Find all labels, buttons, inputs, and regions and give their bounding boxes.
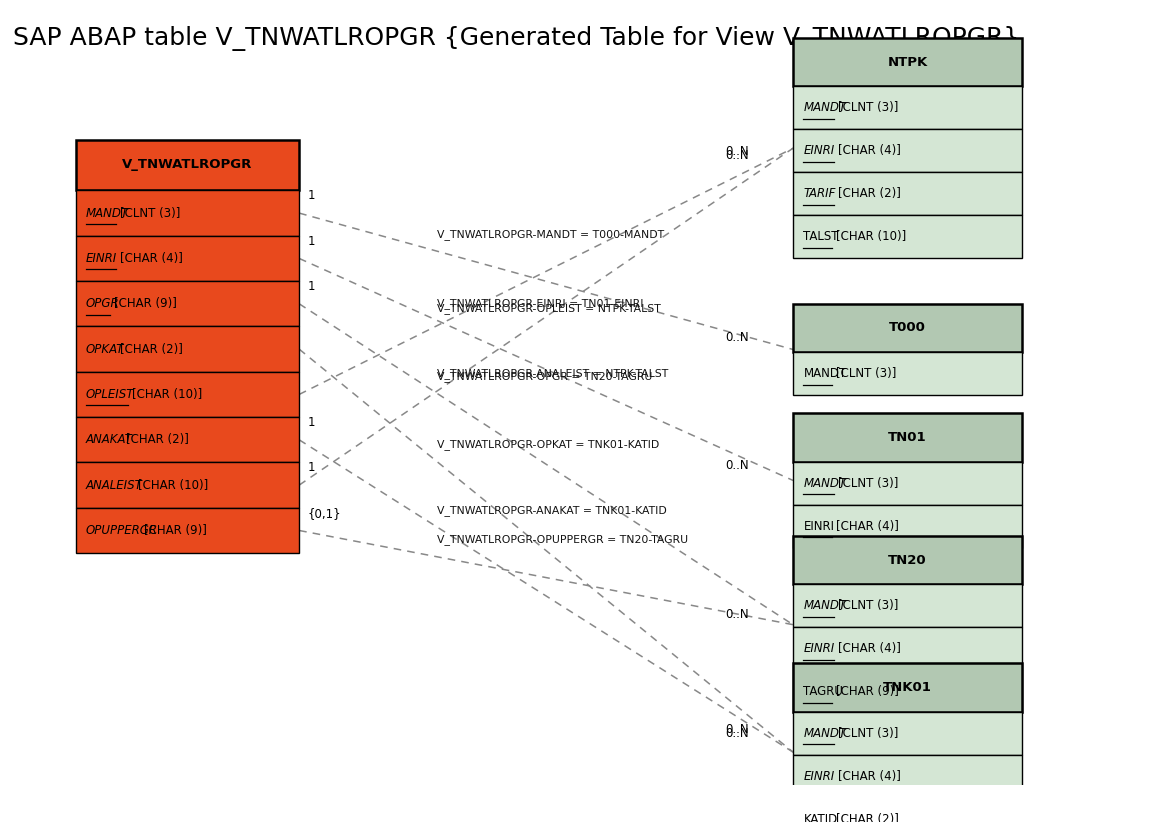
Text: TALST: TALST xyxy=(803,230,839,243)
FancyBboxPatch shape xyxy=(793,173,1022,215)
FancyBboxPatch shape xyxy=(793,671,1022,713)
FancyBboxPatch shape xyxy=(75,508,300,553)
Text: ANALEIST: ANALEIST xyxy=(86,478,143,492)
Text: MANDT: MANDT xyxy=(803,367,846,381)
Text: [CHAR (2)]: [CHAR (2)] xyxy=(838,187,901,201)
FancyBboxPatch shape xyxy=(793,798,1022,822)
Text: [CLNT (3)]: [CLNT (3)] xyxy=(121,206,181,219)
Text: 1: 1 xyxy=(308,280,315,293)
Text: V_TNWATLROPGR-ANALEIST = NTPK-TALST: V_TNWATLROPGR-ANALEIST = NTPK-TALST xyxy=(438,368,669,379)
Text: MANDT: MANDT xyxy=(803,101,846,114)
Text: [CHAR (10)]: [CHAR (10)] xyxy=(132,388,202,401)
FancyBboxPatch shape xyxy=(75,372,300,417)
Text: SAP ABAP table V_TNWATLROPGR {Generated Table for View V_TNWATLROPGR}: SAP ABAP table V_TNWATLROPGR {Generated … xyxy=(13,26,1019,51)
Text: TN20: TN20 xyxy=(888,554,926,566)
Text: T000: T000 xyxy=(889,321,925,335)
Text: [CLNT (3)]: [CLNT (3)] xyxy=(838,101,899,114)
Text: 1: 1 xyxy=(308,189,315,202)
Text: TARIF: TARIF xyxy=(803,187,836,201)
FancyBboxPatch shape xyxy=(793,462,1022,505)
FancyBboxPatch shape xyxy=(75,281,300,326)
Text: V_TNWATLROPGR-OPUPPERGR = TN20-TAGRU: V_TNWATLROPGR-OPUPPERGR = TN20-TAGRU xyxy=(438,534,688,545)
Text: OPLEIST: OPLEIST xyxy=(86,388,135,401)
Text: EINRI: EINRI xyxy=(803,770,835,783)
FancyBboxPatch shape xyxy=(793,755,1022,798)
FancyBboxPatch shape xyxy=(75,236,300,281)
FancyBboxPatch shape xyxy=(793,353,1022,395)
Text: [CHAR (4)]: [CHAR (4)] xyxy=(838,770,901,783)
FancyBboxPatch shape xyxy=(75,417,300,463)
Text: 0..N: 0..N xyxy=(726,149,749,162)
Text: [CHAR (9)]: [CHAR (9)] xyxy=(836,686,899,699)
Text: 0..N: 0..N xyxy=(726,145,749,159)
FancyBboxPatch shape xyxy=(793,129,1022,173)
FancyBboxPatch shape xyxy=(793,215,1022,258)
Text: [CHAR (4)]: [CHAR (4)] xyxy=(836,520,899,533)
Text: V_TNWATLROPGR-OPLEIST = NTPK-TALST: V_TNWATLROPGR-OPLEIST = NTPK-TALST xyxy=(438,302,661,314)
Text: [CLNT (3)]: [CLNT (3)] xyxy=(838,727,899,740)
FancyBboxPatch shape xyxy=(793,663,1022,712)
Text: [CHAR (4)]: [CHAR (4)] xyxy=(121,252,183,265)
Text: [CHAR (2)]: [CHAR (2)] xyxy=(121,343,183,356)
Text: TNK01: TNK01 xyxy=(884,681,932,694)
Text: TN01: TN01 xyxy=(888,431,926,444)
Text: [CHAR (9)]: [CHAR (9)] xyxy=(144,524,208,537)
Text: TAGRU: TAGRU xyxy=(803,686,843,699)
Text: 0..N: 0..N xyxy=(726,608,749,621)
FancyBboxPatch shape xyxy=(793,86,1022,129)
Text: [CHAR (4)]: [CHAR (4)] xyxy=(838,643,901,655)
FancyBboxPatch shape xyxy=(793,627,1022,671)
Text: V_TNWATLROPGR: V_TNWATLROPGR xyxy=(122,159,253,172)
FancyBboxPatch shape xyxy=(793,584,1022,627)
Text: 0..N: 0..N xyxy=(726,727,749,740)
Text: V_TNWATLROPGR-MANDT = T000-MANDT: V_TNWATLROPGR-MANDT = T000-MANDT xyxy=(438,229,664,239)
Text: KATID: KATID xyxy=(803,813,838,822)
FancyBboxPatch shape xyxy=(75,191,300,236)
Text: OPKAT: OPKAT xyxy=(86,343,124,356)
FancyBboxPatch shape xyxy=(793,536,1022,584)
Text: NTPK: NTPK xyxy=(887,56,928,69)
Text: ANAKAT: ANAKAT xyxy=(86,433,132,446)
Text: V_TNWATLROPGR-ANAKAT = TNK01-KATID: V_TNWATLROPGR-ANAKAT = TNK01-KATID xyxy=(438,505,668,515)
FancyBboxPatch shape xyxy=(793,413,1022,462)
Text: [CHAR (4)]: [CHAR (4)] xyxy=(838,145,901,158)
FancyBboxPatch shape xyxy=(75,140,300,191)
FancyBboxPatch shape xyxy=(793,712,1022,755)
Text: EINRI: EINRI xyxy=(803,520,835,533)
Text: [CHAR (2)]: [CHAR (2)] xyxy=(127,433,189,446)
FancyBboxPatch shape xyxy=(793,505,1022,547)
Text: EINRI: EINRI xyxy=(803,643,835,655)
Text: 0..N: 0..N xyxy=(726,459,749,472)
Text: [CHAR (9)]: [CHAR (9)] xyxy=(114,298,178,310)
FancyBboxPatch shape xyxy=(793,304,1022,353)
Text: OPUPPERGR: OPUPPERGR xyxy=(86,524,158,537)
Text: OPGR: OPGR xyxy=(86,298,120,310)
Text: MANDT: MANDT xyxy=(86,206,129,219)
Text: V_TNWATLROPGR-EINRI = TN01-EINRI: V_TNWATLROPGR-EINRI = TN01-EINRI xyxy=(438,298,644,309)
Text: 1: 1 xyxy=(308,235,315,247)
Text: [CLNT (3)]: [CLNT (3)] xyxy=(836,367,896,381)
Text: [CHAR (2)]: [CHAR (2)] xyxy=(836,813,899,822)
FancyBboxPatch shape xyxy=(793,38,1022,86)
Text: V_TNWATLROPGR-OPGR = TN20-TAGRU: V_TNWATLROPGR-OPGR = TN20-TAGRU xyxy=(438,371,652,382)
Text: EINRI: EINRI xyxy=(86,252,117,265)
FancyBboxPatch shape xyxy=(75,463,300,508)
Text: 1: 1 xyxy=(308,416,315,429)
Text: 0..N: 0..N xyxy=(726,331,749,344)
Text: EINRI: EINRI xyxy=(803,145,835,158)
Text: [CHAR (10)]: [CHAR (10)] xyxy=(138,478,209,492)
Text: [CHAR (10)]: [CHAR (10)] xyxy=(836,230,907,243)
Text: [CLNT (3)]: [CLNT (3)] xyxy=(838,599,899,612)
Text: [CLNT (3)]: [CLNT (3)] xyxy=(838,477,899,490)
Text: 1: 1 xyxy=(308,461,315,474)
Text: {0,1}: {0,1} xyxy=(308,507,341,520)
Text: MANDT: MANDT xyxy=(803,727,846,740)
FancyBboxPatch shape xyxy=(75,326,300,372)
Text: MANDT: MANDT xyxy=(803,477,846,490)
Text: V_TNWATLROPGR-OPKAT = TNK01-KATID: V_TNWATLROPGR-OPKAT = TNK01-KATID xyxy=(438,439,659,450)
Text: 0..N: 0..N xyxy=(726,723,749,737)
Text: MANDT: MANDT xyxy=(803,599,846,612)
